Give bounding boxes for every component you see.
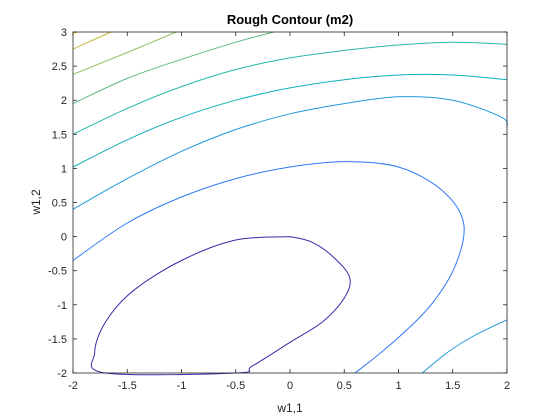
contour-line	[90, 236, 351, 376]
y-tick-label: 0	[61, 232, 67, 244]
contour-line	[72, 96, 508, 210]
y-tick-label: 1.5	[52, 129, 67, 141]
y-tick-label: 1	[61, 163, 67, 175]
x-tick-label: -2	[68, 380, 78, 392]
plot-area-background	[73, 32, 507, 373]
y-axis-ticks: -2 -1.5 -1 -0.5 0 0.5 1 1.5 2 2.5 3	[48, 27, 507, 380]
x-axis-label: w1,1	[276, 401, 303, 415]
x-tick-label: -1.5	[118, 380, 137, 392]
x-axis-ticks: -2 -1.5 -1 -0.5 0 0.5 1 1.5 2	[68, 32, 510, 392]
contour-lines	[72, 31, 508, 376]
x-tick-label: 1.5	[445, 380, 460, 392]
y-tick-label: -2	[57, 368, 67, 380]
contour-line	[72, 161, 465, 374]
contour-line	[72, 31, 112, 50]
x-tick-label: -0.5	[226, 380, 245, 392]
contour-line	[72, 41, 508, 135]
x-tick-label: -1	[177, 380, 187, 392]
y-tick-label: 2	[61, 95, 67, 107]
y-tick-label: 0.5	[52, 198, 67, 210]
y-tick-label: -0.5	[48, 266, 67, 278]
contour-line	[422, 319, 508, 374]
y-tick-label: 2.5	[52, 61, 67, 73]
chart-title: Rough Contour (m2)	[227, 12, 353, 27]
y-tick-label: 3	[61, 27, 67, 39]
contour-line	[72, 31, 177, 75]
y-tick-label: -1	[57, 300, 67, 312]
x-tick-label: 2	[504, 380, 510, 392]
contour-line	[72, 73, 508, 168]
y-tick-label: -1.5	[48, 334, 67, 346]
y-axis-label: w1,2	[29, 189, 43, 216]
contour-line	[72, 31, 274, 105]
x-tick-label: 1	[395, 380, 401, 392]
x-tick-label: 0	[287, 380, 293, 392]
x-tick-label: 0.5	[337, 380, 352, 392]
